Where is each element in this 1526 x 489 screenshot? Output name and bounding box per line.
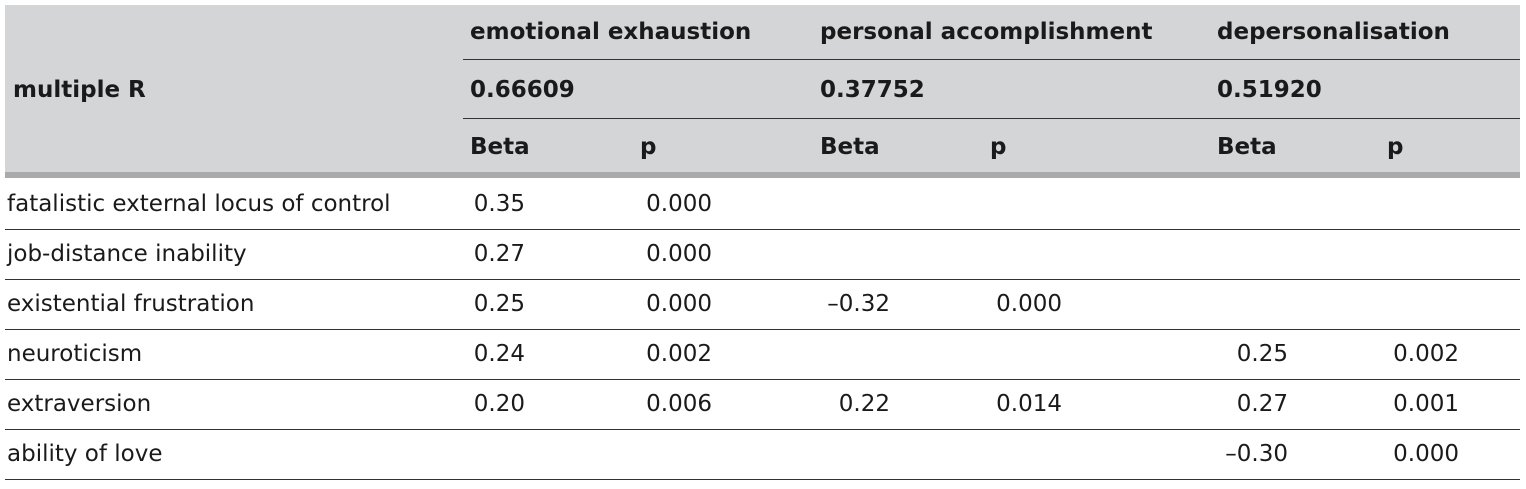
- row-label: job-distance inability: [7, 241, 247, 267]
- row-label: ability of love: [7, 441, 163, 467]
- cell-value: 0.000: [646, 191, 712, 217]
- column-header: Beta: [820, 134, 880, 160]
- row-label: fatalistic external locus of control: [7, 191, 391, 217]
- cell-value: 0.000: [646, 241, 712, 267]
- header-background: [5, 5, 1520, 172]
- cell-value: 0.006: [646, 391, 712, 417]
- row-header-label: multiple R: [13, 77, 146, 103]
- cell-value: 0.20: [473, 391, 525, 417]
- cell-value: 0.25: [1236, 341, 1288, 367]
- header-rule: [5, 172, 1520, 178]
- cell-value: 0.001: [1393, 391, 1459, 417]
- row-line: [5, 379, 1520, 380]
- cell-value: 0.35: [473, 191, 525, 217]
- multiple-r: 0.51920: [1217, 77, 1322, 103]
- column-header: Beta: [1217, 134, 1277, 160]
- cell-value: 0.002: [646, 341, 712, 367]
- cell-value: 0.27: [473, 241, 525, 267]
- row-line: [5, 479, 1520, 480]
- cell-value: 0.014: [996, 391, 1062, 417]
- cell-value: 0.22: [838, 391, 890, 417]
- column-header: p: [640, 134, 657, 160]
- cell-value: 0.002: [1393, 341, 1459, 367]
- row-line: [5, 279, 1520, 280]
- column-header: Beta: [470, 134, 530, 160]
- row-line: [5, 329, 1520, 330]
- column-header: p: [990, 134, 1007, 160]
- cell-value: 0.25: [473, 291, 525, 317]
- row-line: [5, 229, 1520, 230]
- cell-value: 0.000: [996, 291, 1062, 317]
- multiple-r: 0.37752: [820, 77, 925, 103]
- group-title: personal accomplishment: [820, 19, 1153, 45]
- row-label: neuroticism: [7, 341, 143, 367]
- header-line: [463, 118, 1520, 119]
- cell-value: 0.24: [473, 341, 525, 367]
- cell-value: –0.30: [1225, 441, 1288, 467]
- cell-value: –0.32: [827, 291, 890, 317]
- cell-value: 0.000: [1393, 441, 1459, 467]
- row-label: existential frustration: [7, 291, 255, 317]
- group-title: depersonalisation: [1217, 19, 1450, 45]
- column-header: p: [1387, 134, 1404, 160]
- row-label: extraversion: [7, 391, 152, 417]
- group-title: emotional exhaustion: [470, 19, 752, 45]
- cell-value: 0.000: [646, 291, 712, 317]
- multiple-r: 0.66609: [470, 77, 575, 103]
- cell-value: 0.27: [1236, 391, 1288, 417]
- row-line: [5, 429, 1520, 430]
- header-line: [463, 59, 1520, 60]
